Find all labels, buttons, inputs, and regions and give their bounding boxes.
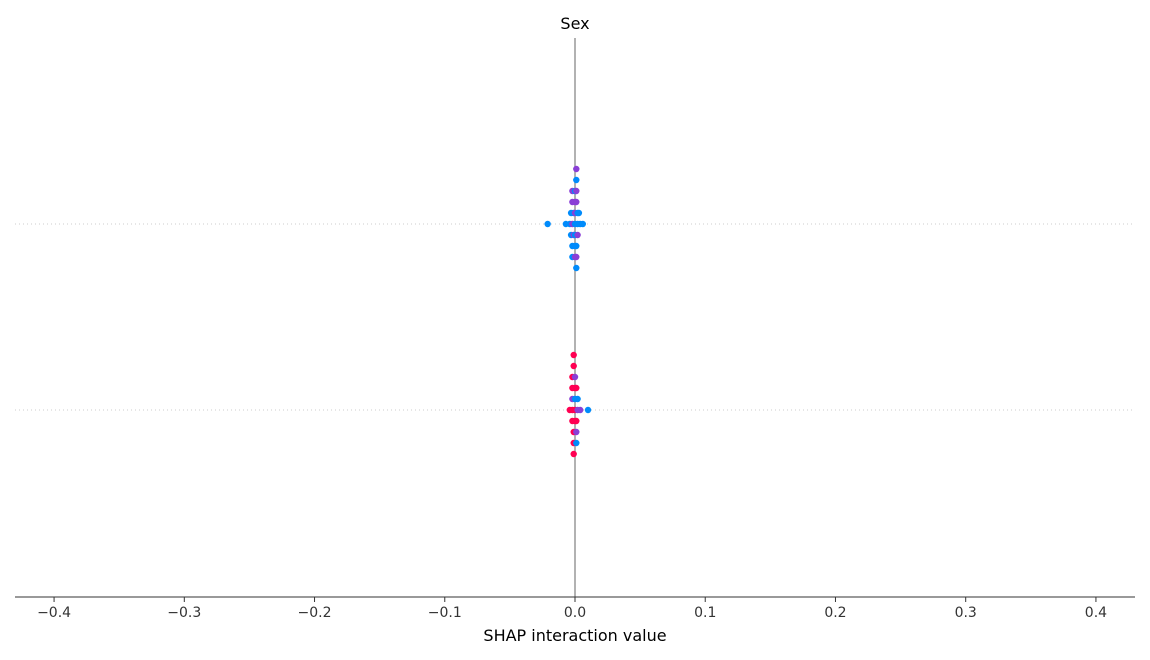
x-tick-label: −0.1 xyxy=(428,605,462,621)
data-point xyxy=(573,439,580,447)
x-tick-label: −0.4 xyxy=(37,605,71,621)
data-point xyxy=(544,220,551,228)
data-point xyxy=(573,176,580,184)
data-point xyxy=(570,362,577,370)
x-tick-label: 0.3 xyxy=(955,605,977,621)
data-point xyxy=(571,373,579,381)
data-point xyxy=(573,264,580,272)
x-ticks: −0.4 −0.3 −0.2 −0.1 0.0 0.1 0.2 0.3 0.4 xyxy=(37,597,1107,621)
data-point xyxy=(577,406,584,414)
x-tick-label: −0.2 xyxy=(298,605,332,621)
data-point xyxy=(573,384,580,392)
data-point xyxy=(584,406,592,414)
data-point xyxy=(573,428,580,436)
x-tick-label: 0.0 xyxy=(564,605,586,621)
data-point xyxy=(573,165,580,173)
data-point xyxy=(573,417,580,425)
points-layer xyxy=(544,165,592,458)
data-point xyxy=(579,220,587,228)
x-tick-label: 0.2 xyxy=(824,605,846,621)
data-point xyxy=(573,198,580,206)
x-tick-label: 0.4 xyxy=(1085,605,1107,621)
chart-title: Sex xyxy=(560,14,589,33)
data-point xyxy=(574,231,581,239)
data-point xyxy=(573,242,580,250)
data-point xyxy=(570,351,577,359)
data-point xyxy=(573,187,580,195)
data-point xyxy=(570,450,577,458)
x-tick-label: 0.1 xyxy=(694,605,716,621)
x-tick-label: −0.3 xyxy=(167,605,201,621)
data-point xyxy=(574,395,581,403)
x-axis-label: SHAP interaction value xyxy=(483,626,666,645)
data-point xyxy=(575,209,583,217)
data-point xyxy=(573,253,580,261)
